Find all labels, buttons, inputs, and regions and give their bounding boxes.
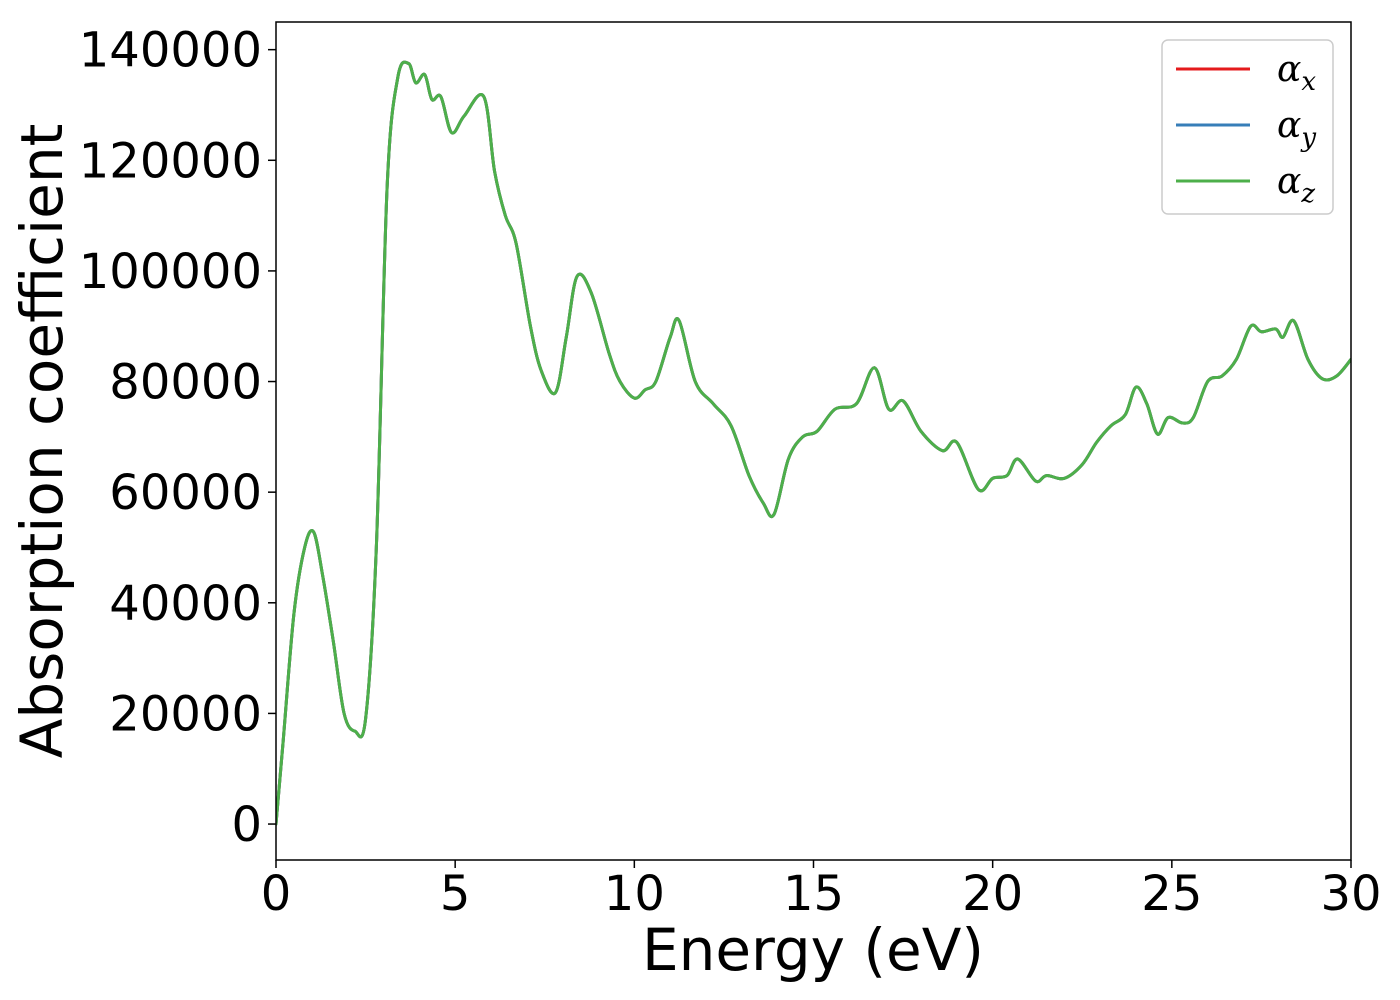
x-tick-label: 20 bbox=[962, 866, 1023, 922]
x-tick-label: 25 bbox=[1141, 866, 1202, 922]
y-tick-label: 140000 bbox=[79, 23, 262, 79]
y-axis-label: Absorption coefficient bbox=[8, 124, 76, 759]
legend-label-x: αx bbox=[1277, 49, 1316, 97]
y-tick-label: 0 bbox=[231, 797, 262, 853]
series-line-z bbox=[276, 60, 1351, 826]
x-axis: 0 5 10 15 20 25 30 bbox=[261, 860, 1382, 922]
x-axis-label: Energy (eV) bbox=[642, 916, 984, 984]
x-tick-label: 10 bbox=[604, 866, 665, 922]
y-tick-label: 100000 bbox=[79, 244, 262, 300]
x-tick-label: 5 bbox=[440, 866, 471, 922]
y-tick-label: 120000 bbox=[79, 133, 262, 189]
y-tick-label: 60000 bbox=[109, 465, 262, 521]
y-axis: 0 20000 40000 60000 80000 100000 120000 140000 bbox=[79, 23, 276, 853]
legend-items: αx αy αz bbox=[1176, 49, 1316, 209]
y-tick-label: 20000 bbox=[109, 686, 262, 742]
x-tick-label: 15 bbox=[783, 866, 844, 922]
y-tick-label: 40000 bbox=[109, 576, 262, 632]
plot-area bbox=[275, 21, 1352, 861]
x-tick-label: 30 bbox=[1320, 866, 1381, 922]
x-tick-label: 0 bbox=[261, 866, 292, 922]
legend-label-y: αy bbox=[1277, 105, 1316, 153]
y-tick-label: 80000 bbox=[109, 355, 262, 411]
legend: αx αy αz bbox=[1161, 39, 1334, 215]
legend-box bbox=[1161, 39, 1334, 215]
legend-label-z: αz bbox=[1277, 161, 1315, 209]
series-layer bbox=[276, 60, 1351, 826]
